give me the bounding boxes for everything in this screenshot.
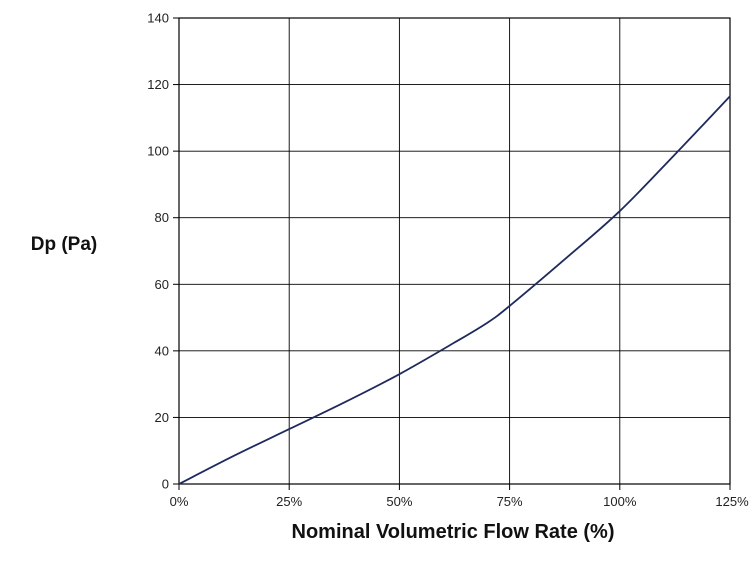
series-line bbox=[178, 95, 731, 485]
grid-lines bbox=[179, 18, 730, 484]
y-tick-label: 60 bbox=[155, 277, 169, 292]
y-tick-label: 40 bbox=[155, 343, 169, 358]
x-tick-label: 125% bbox=[715, 494, 749, 509]
y-axis-label: Dp (Pa) bbox=[31, 234, 98, 255]
x-tick-label: 25% bbox=[276, 494, 302, 509]
y-tick-label: 20 bbox=[155, 410, 169, 425]
x-tick-label: 50% bbox=[386, 494, 412, 509]
x-tick-label: 100% bbox=[603, 494, 637, 509]
y-axis-ticks: 0 20 40 60 80 100 120 140 bbox=[147, 11, 179, 492]
x-tick-label: 0% bbox=[170, 494, 189, 509]
x-axis-ticks: 0% 25% 50% 75% 100% 125% bbox=[170, 484, 749, 509]
plot-frame bbox=[178, 17, 731, 485]
x-tick-label: 75% bbox=[497, 494, 523, 509]
x-axis-label: Nominal Volumetric Flow Rate (%) bbox=[292, 521, 615, 543]
y-tick-label: 140 bbox=[147, 11, 169, 26]
y-tick-label: 100 bbox=[147, 144, 169, 159]
y-tick-label: 0 bbox=[162, 477, 169, 492]
y-tick-label: 80 bbox=[155, 210, 169, 225]
y-tick-label: 120 bbox=[147, 77, 169, 92]
